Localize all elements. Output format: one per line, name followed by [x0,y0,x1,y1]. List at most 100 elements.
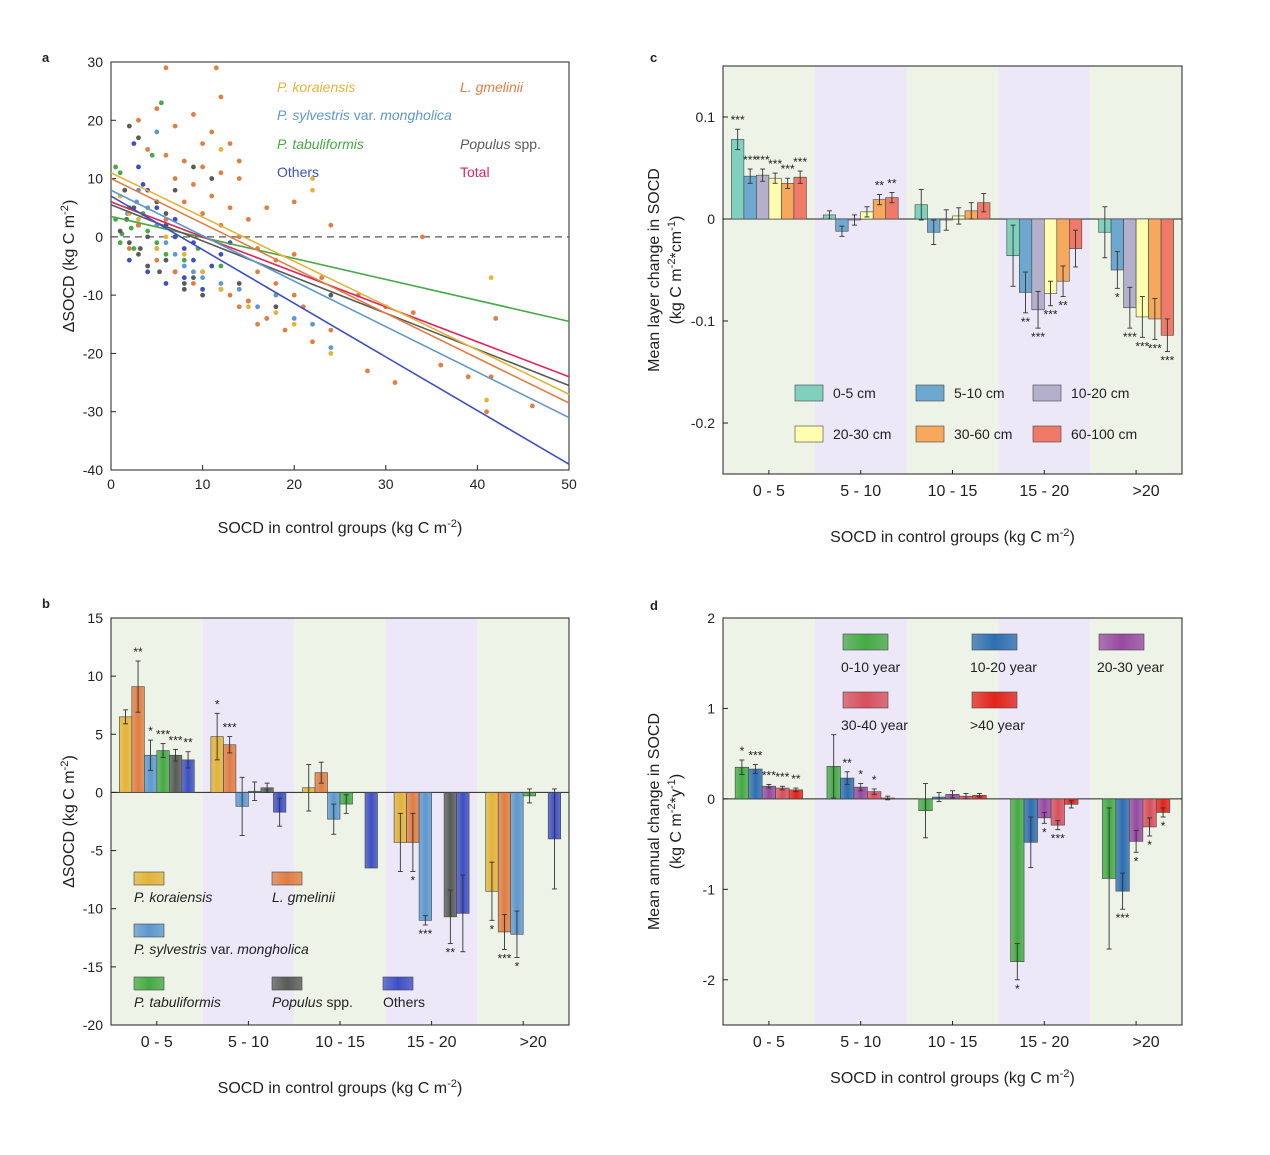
data-point-gmelinii [191,182,196,187]
x-category-label: >20 [1133,1034,1160,1051]
significance-label: *** [1148,341,1162,355]
data-point-gmelinii [420,234,425,240]
significance-label: *** [1031,330,1045,344]
data-point-gmelinii [264,205,270,211]
fit-line-others [110,195,570,465]
data-point-populus [191,275,196,281]
x-tick-label: 0 [107,476,115,492]
data-point-gmelinii [200,211,206,216]
x-category-label: 0 - 5 [753,483,785,500]
data-point-tabuliformis [117,240,123,246]
data-point-sylvestris [154,129,160,135]
data-point-gmelinii [310,339,315,345]
y-tick-label: 0 [95,784,103,800]
panel-b-letter: b [42,596,50,611]
data-point-tabuliformis [154,240,160,246]
y-tick-label: -20 [83,345,103,361]
data-point-populus [137,246,143,251]
x-category-label: 5 - 10 [840,483,881,500]
data-point-others [154,205,160,211]
significance-label: * [1147,838,1152,852]
y-axis-label-line2: (kg C m-2*cm-1) [666,216,685,325]
data-point-gmelinii [484,409,489,415]
significance-label: *** [793,155,807,169]
data-point-gmelinii [191,281,196,286]
x-category-label: 5 - 10 [840,1034,881,1051]
legend-label: 0-10 year [841,659,900,675]
legend-swatch [971,691,1018,709]
data-point-gmelinii [181,199,187,205]
data-point-gmelinii [236,158,242,164]
significance-label: ** [887,176,897,190]
legend-swatch [842,633,889,651]
panel-c-letter: c [650,50,657,65]
data-point-populus [117,228,123,234]
data-point-gmelinii [163,65,169,71]
data-point-sylvestris [172,251,178,257]
significance-label: * [872,773,877,787]
data-point-koraiensis [484,397,489,403]
data-point-gmelinii [227,141,233,147]
significance-label: * [490,922,495,936]
legend-label: 20-30 cm [833,426,891,442]
data-point-gmelinii [264,316,270,321]
data-point-koraiensis [163,234,169,240]
legend-others: Others [277,164,319,180]
data-point-populus [236,281,242,286]
significance-label: *** [1051,832,1065,846]
data-point-others [209,263,215,269]
significance-label: * [1161,819,1166,833]
data-point-gmelinii [227,205,233,211]
category-band [814,66,907,474]
legend-populus: Populus spp. [460,136,541,152]
significance-label: ** [1021,315,1031,329]
data-point-tabuliformis [218,263,224,269]
significance-label: *** [756,153,770,167]
fit-line-sylvestris [110,189,570,419]
data-point-sylvestris [218,281,224,286]
fit-line-koraiensis [110,172,570,395]
legend-label: >40 year [970,717,1025,733]
fit-line-gmelinii [110,177,570,404]
data-point-gmelinii [227,292,233,298]
category-band [202,618,295,1025]
data-point-gmelinii [200,164,206,170]
significance-label: ** [791,772,801,786]
data-point-gmelinii [255,321,260,327]
significance-label: ** [133,645,143,659]
x-axis-label: SOCD in control groups (kg C m-2) [218,1078,463,1097]
data-point-gmelinii [136,222,141,228]
data-point-gmelinii [246,298,251,304]
x-axis-label: SOCD in control groups (kg C m-2) [218,518,463,537]
data-point-gmelinii [163,152,169,158]
x-category-label: 0 - 5 [141,1034,173,1051]
x-axis-label: SOCD in control groups (kg C m-2) [830,1068,1075,1087]
data-point-populus [136,135,141,141]
x-category-label: >20 [520,1034,547,1051]
data-point-gmelinii [218,94,224,100]
data-point-gmelinii [291,199,297,205]
panel-c-bar-chart: c -0.2 -0.1 0 0.1 0 - 5 5 - 10 10 - 15 15 - 20 >2… [646,50,1183,546]
data-point-gmelinii [236,304,242,310]
x-tick-label: 50 [561,476,577,492]
data-point-gmelinii [154,106,160,112]
bar [756,174,770,220]
data-point-gmelinii [213,65,219,71]
legend-label-others: Others [383,994,425,1010]
y-tick-label: 5 [95,726,103,742]
data-point-sylvestris [291,316,297,321]
data-point-koraiensis [246,304,251,310]
legend-swatch [794,384,824,402]
legend-label-tabuliformis: P. tabuliformis [134,994,221,1010]
category-band [723,66,815,474]
legend-label-koraiensis: P. koraiensis [134,889,212,905]
data-point-others [172,234,178,240]
data-point-gmelinii [328,222,334,228]
fit-line-total [110,201,570,378]
y-tick-label: -10 [83,901,103,917]
data-point-koraiensis [218,286,224,292]
legend-swatch-tabuliformis [133,976,165,991]
data-point-populus [145,234,151,240]
data-point-populus [273,304,279,310]
